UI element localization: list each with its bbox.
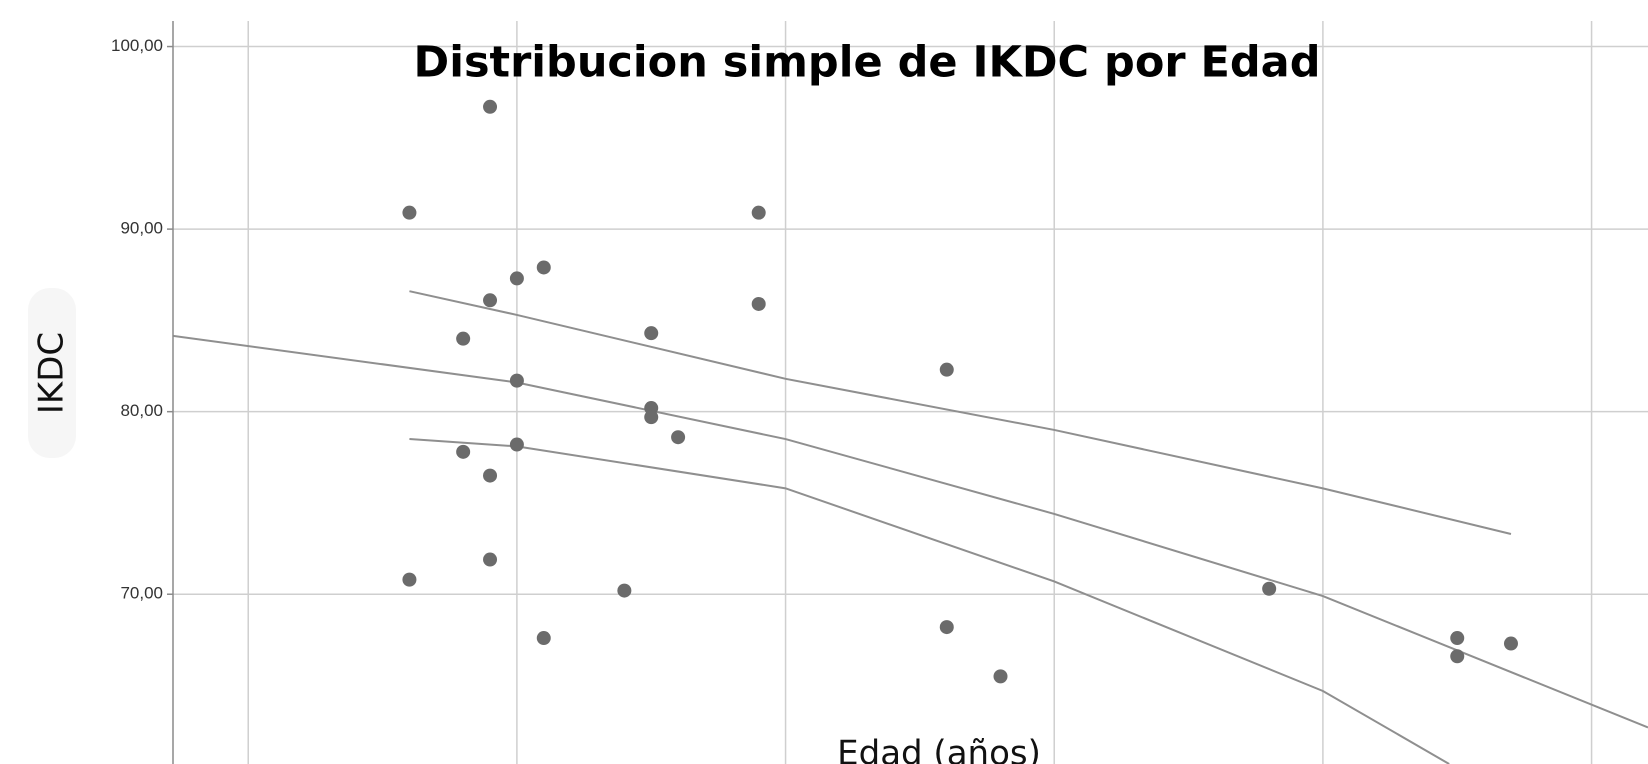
point: [671, 430, 686, 445]
point: [644, 326, 659, 341]
point: [456, 331, 471, 346]
x-axis-label: Edad (años): [837, 734, 1041, 764]
point: [1262, 581, 1277, 596]
point: [402, 572, 417, 587]
y-tick-label: 100,00: [111, 36, 163, 55]
point: [751, 296, 766, 311]
point: [509, 271, 524, 286]
fit-lines: [173, 290, 1648, 764]
grid: 70,00 80,00 90,00 100,00: [111, 21, 1648, 764]
point: [509, 373, 524, 388]
point: [993, 669, 1008, 684]
point: [536, 260, 551, 275]
point: [644, 410, 659, 425]
point: [1503, 636, 1518, 651]
y-tick-label: 90,00: [120, 219, 163, 238]
fit-line: [173, 334, 1648, 729]
points: [402, 99, 1518, 684]
point: [483, 468, 498, 483]
point: [483, 293, 498, 308]
y-axis-label: IKDC: [32, 332, 72, 414]
point: [939, 620, 954, 635]
point: [483, 99, 498, 114]
point: [509, 437, 524, 452]
fit-line: [409, 438, 1450, 764]
point: [1450, 649, 1465, 664]
point: [483, 552, 498, 567]
y-tick-label: 70,00: [120, 584, 163, 603]
point: [1450, 631, 1465, 646]
y-tick-label: 80,00: [120, 401, 163, 420]
point: [617, 583, 632, 598]
y-label-background: [28, 288, 76, 458]
chart-title: Distribucion simple de IKDC por Edad: [414, 38, 1321, 88]
point: [456, 444, 471, 459]
point: [536, 631, 551, 646]
point: [402, 205, 417, 220]
point: [751, 205, 766, 220]
point: [939, 362, 954, 377]
fit-line: [409, 290, 1512, 535]
